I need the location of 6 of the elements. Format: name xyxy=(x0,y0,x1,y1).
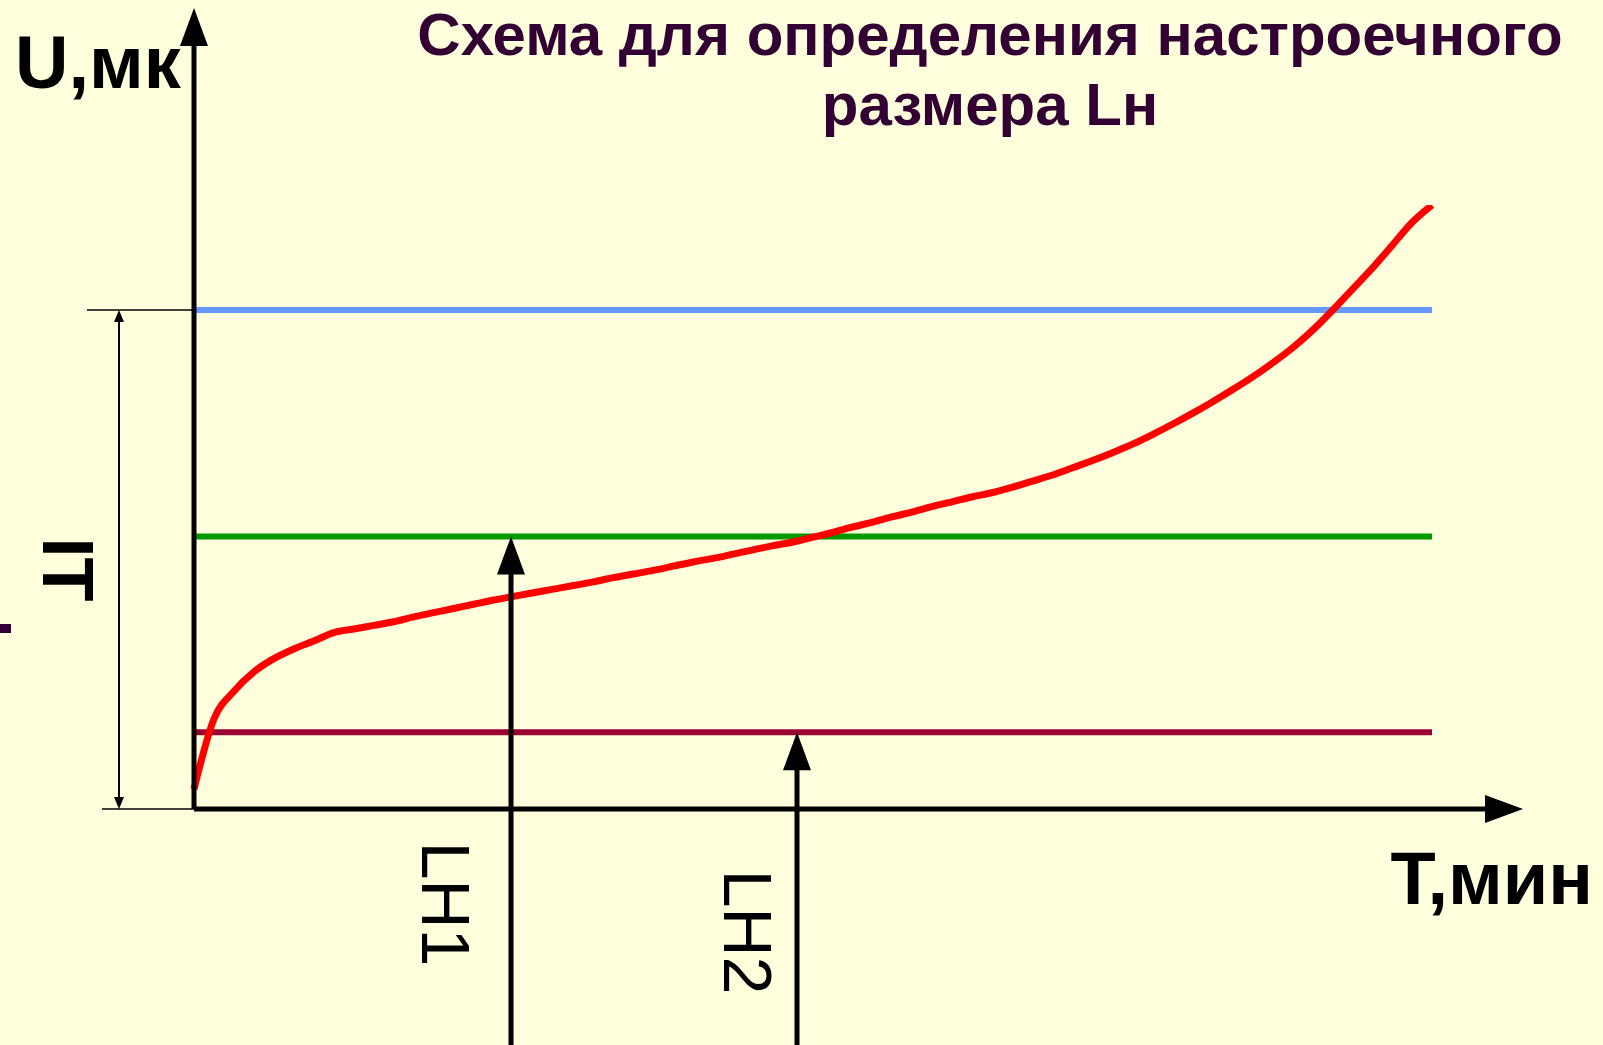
text: LН2 xyxy=(709,869,786,995)
text: IT xyxy=(28,537,109,602)
y-axis-title: U,мк xyxy=(15,21,182,104)
text: LН1 xyxy=(407,841,484,967)
x-axis-title: T,мин xyxy=(1390,837,1593,920)
chart-title: Схема для определения настроечного размера Lн xyxy=(416,0,1564,140)
